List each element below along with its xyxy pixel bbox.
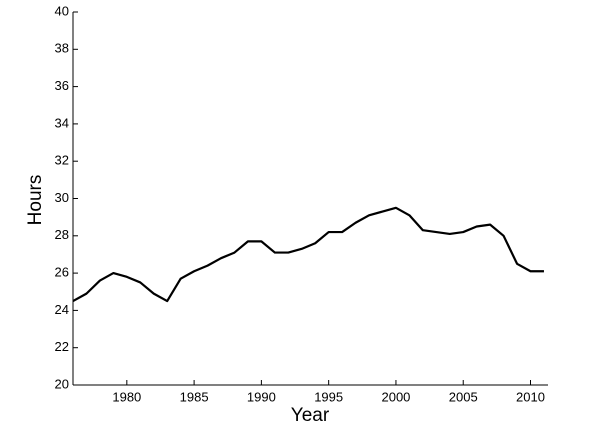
y-axis-label: Hours [25,175,46,226]
y-tick-label: 22 [55,339,69,354]
y-tick-label: 28 [55,227,69,242]
data-line [72,206,544,303]
x-tick-label: 2010 [516,389,545,404]
y-tick-label: 26 [55,265,69,280]
x-tick-label: 1980 [112,389,141,404]
y-tick-label: 24 [55,302,69,317]
x-tick-label: 1985 [180,389,209,404]
y-tick-label: 32 [55,153,69,168]
y-tick-label: 36 [55,78,69,93]
y-tick-label: 20 [55,376,69,391]
y-tick-label: 40 [55,3,69,18]
y-tick-label: 38 [55,41,69,56]
x-tick-label: 1990 [247,389,276,404]
x-tick-label: 2005 [449,389,478,404]
x-tick-label: 2000 [381,389,410,404]
x-axis-label: Year [291,405,330,426]
y-tick-label: 34 [55,115,69,130]
y-tick-label: 30 [55,190,69,205]
x-tick-label: 1995 [314,389,343,404]
